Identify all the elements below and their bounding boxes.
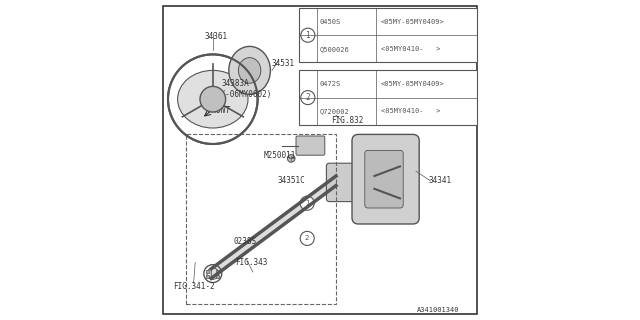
Text: <05MY-05MY0409>: <05MY-05MY0409> [381, 19, 445, 25]
Text: 2: 2 [305, 236, 309, 241]
Text: 34361: 34361 [204, 32, 228, 41]
Text: 1: 1 [305, 200, 310, 206]
Text: (05MY-06MY0602): (05MY-06MY0602) [202, 90, 271, 99]
Circle shape [300, 196, 314, 210]
Bar [216, 275, 220, 278]
Text: M250011: M250011 [264, 151, 296, 160]
Bar [206, 275, 209, 278]
Text: 34341: 34341 [428, 176, 452, 185]
Text: 34531: 34531 [271, 59, 295, 68]
Ellipse shape [239, 58, 261, 83]
Bar [300, 70, 477, 125]
Polygon shape [211, 176, 336, 278]
Circle shape [200, 86, 226, 112]
Text: <05MY-05MY0409>: <05MY-05MY0409> [381, 81, 445, 87]
Bar [216, 270, 220, 273]
Text: Q720002: Q720002 [320, 108, 349, 114]
Circle shape [301, 28, 315, 42]
Circle shape [300, 231, 314, 245]
Text: <05MY0410-   >: <05MY0410- > [381, 108, 440, 114]
Text: A341001340: A341001340 [417, 308, 460, 313]
Ellipse shape [229, 46, 271, 94]
Text: FIG.343: FIG.343 [235, 258, 268, 267]
Text: 0472S: 0472S [320, 81, 341, 87]
Text: FIG.832: FIG.832 [331, 116, 364, 124]
Text: 1: 1 [305, 31, 310, 40]
Text: FRONT: FRONT [207, 106, 231, 115]
Text: 34351C: 34351C [277, 176, 305, 185]
FancyBboxPatch shape [326, 163, 371, 202]
Ellipse shape [178, 70, 248, 128]
FancyBboxPatch shape [365, 150, 403, 208]
Text: Q500026: Q500026 [320, 46, 349, 52]
Bar [300, 8, 477, 62]
Circle shape [200, 86, 226, 112]
Circle shape [287, 155, 295, 162]
Text: FIG.341-2: FIG.341-2 [173, 282, 214, 291]
Bar [186, 134, 336, 304]
FancyBboxPatch shape [296, 136, 325, 155]
Circle shape [301, 91, 315, 105]
Text: 0450S: 0450S [320, 19, 341, 25]
Text: 2: 2 [305, 93, 310, 102]
Bar [206, 270, 209, 273]
Text: <05MY0410-   >: <05MY0410- > [381, 46, 440, 52]
Text: 0238S: 0238S [233, 237, 257, 246]
FancyBboxPatch shape [352, 134, 419, 224]
Text: 34383A: 34383A [221, 79, 249, 88]
